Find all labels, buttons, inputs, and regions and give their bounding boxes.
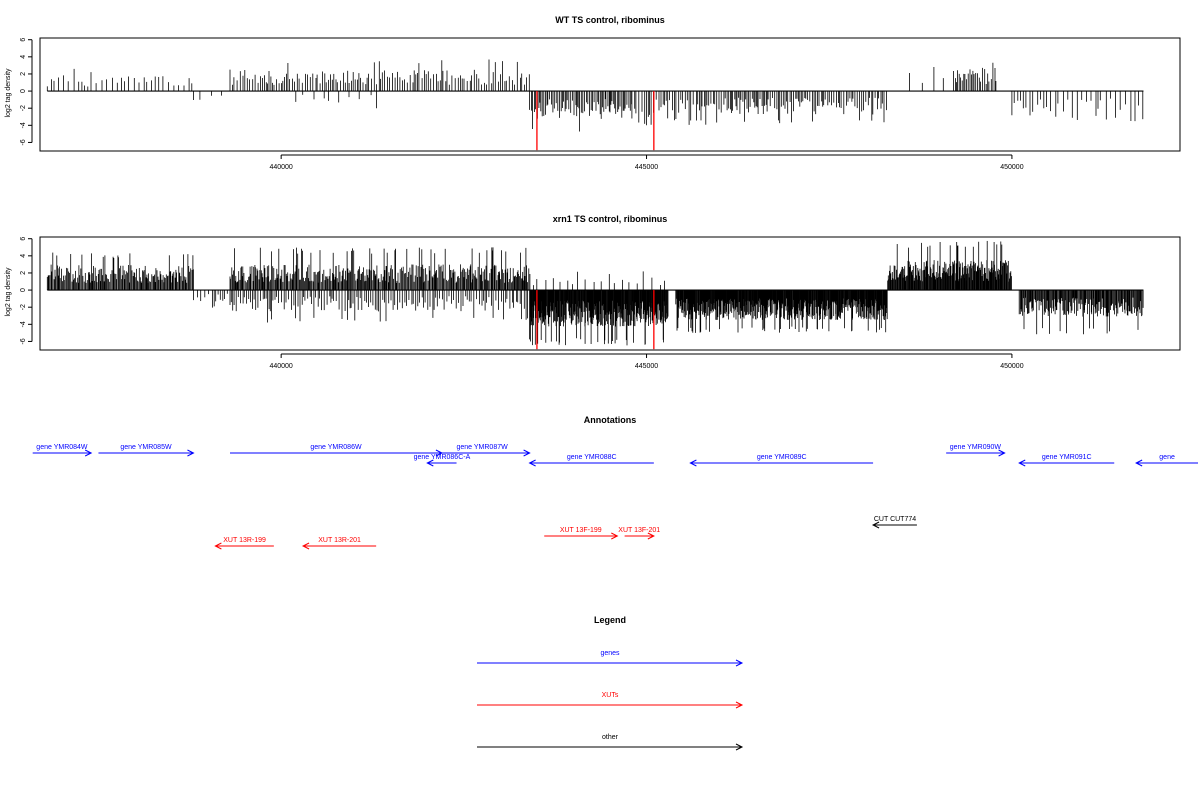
x-axis: 440000 445000 450000 xyxy=(269,353,1024,370)
genes-label: gene YMR086C-A xyxy=(414,454,471,461)
strand-arrowhead xyxy=(187,449,195,457)
strand-arrowhead xyxy=(1135,459,1143,467)
genes-label: gene YMR087W xyxy=(456,444,508,451)
y-tick-label: -6 xyxy=(20,139,27,145)
x-tick-label: 450000 xyxy=(1000,164,1023,171)
wt-density-panel: WT TS control, ribominus log2 tag densit… xyxy=(5,15,1181,171)
strand-arrowhead xyxy=(871,521,880,529)
density-bars xyxy=(46,240,1144,346)
strand-arrowhead xyxy=(84,449,93,457)
y-tick-label: 2 xyxy=(20,72,27,76)
genes-label: gene YMR088C xyxy=(567,454,617,461)
strand-arrowhead xyxy=(301,542,310,550)
genes-label: gene YMR084W xyxy=(36,444,88,451)
y-tick-label: 0 xyxy=(20,89,27,93)
x-tick-label: 440000 xyxy=(269,164,292,171)
y-axis-label: log2 tag density xyxy=(5,267,12,317)
genes-label: gene YMR090W xyxy=(950,444,1002,451)
strand-arrowhead xyxy=(611,532,619,540)
panel-title: xrn1 TS control, ribominus xyxy=(553,214,668,224)
x-tick-label: 450000 xyxy=(1000,363,1023,370)
y-tick-label: -6 xyxy=(20,338,27,344)
x-tick-label: 445000 xyxy=(635,363,658,370)
genes-label: gene YMR085W xyxy=(120,444,172,451)
strand-arrowhead xyxy=(998,449,1006,457)
y-tick-label: -2 xyxy=(20,304,27,310)
plot-frame xyxy=(39,236,1181,351)
xuts-label: XUT 13R-201 xyxy=(318,537,361,544)
legend-label: XUTs xyxy=(602,692,619,699)
other-label: CUT CUT774 xyxy=(874,516,916,523)
y-tick-label: -4 xyxy=(20,321,27,327)
legend-items: genes XUTs other xyxy=(477,650,744,751)
strand-arrowhead xyxy=(735,659,744,667)
strand-arrowhead xyxy=(528,459,536,467)
x-axis: 440000 445000 450000 xyxy=(269,154,1024,171)
legend-title: Legend xyxy=(594,615,626,625)
annotation-features: gene YMR084W gene YMR085W gene YMR086W gene… xyxy=(32,444,1198,550)
xuts-label: XUT 13F-199 xyxy=(560,527,602,534)
legend: Legend genes XUTs other xyxy=(477,615,744,751)
strand-arrowhead xyxy=(1018,459,1026,467)
y-tick-label: 6 xyxy=(20,237,27,241)
strand-arrowhead xyxy=(214,542,222,550)
y-tick-label: -2 xyxy=(20,105,27,111)
xuts-label: XUT 13F-201 xyxy=(618,527,660,534)
panel-title: WT TS control, ribominus xyxy=(555,15,665,25)
y-tick-label: 6 xyxy=(20,38,27,42)
legend-label: genes xyxy=(600,650,620,657)
genes-label: gene YMR086W xyxy=(310,444,362,451)
highlight-bars xyxy=(536,290,655,350)
y-tick-label: -4 xyxy=(20,122,27,128)
x-tick-label: 445000 xyxy=(635,164,658,171)
genes-label: gene xyxy=(1159,454,1175,461)
y-axis: 6 4 2 0 -2 -4 -6 xyxy=(20,38,33,146)
legend-label: other xyxy=(602,734,619,741)
y-tick-label: 2 xyxy=(20,271,27,275)
y-axis: 6 4 2 0 -2 -4 -6 xyxy=(20,237,33,345)
plot-frame xyxy=(39,37,1181,152)
strand-arrowhead xyxy=(647,532,655,540)
genes-label: gene YMR089C xyxy=(757,454,807,461)
annotations-title: Annotations xyxy=(584,415,637,425)
strand-arrowhead xyxy=(523,449,531,457)
y-axis-label: log2 tag density xyxy=(5,68,12,118)
xuts-label: XUT 13R-199 xyxy=(223,537,266,544)
annotations-track: Annotations gene YMR084W gene YMR085W gene… xyxy=(32,415,1198,550)
y-tick-label: 4 xyxy=(20,254,27,258)
strand-arrowhead xyxy=(426,459,434,467)
highlight-bars xyxy=(536,91,655,151)
y-tick-label: 0 xyxy=(20,288,27,292)
xrn1-density-panel: xrn1 TS control, ribominus log2 tag dens… xyxy=(5,214,1181,370)
density-bars xyxy=(46,59,1144,132)
y-tick-label: 4 xyxy=(20,55,27,59)
strand-arrowhead xyxy=(735,743,744,751)
strand-arrowhead xyxy=(735,701,744,709)
x-tick-label: 440000 xyxy=(269,363,292,370)
genes-label: gene YMR091C xyxy=(1042,454,1092,461)
strand-arrowhead xyxy=(689,459,697,467)
